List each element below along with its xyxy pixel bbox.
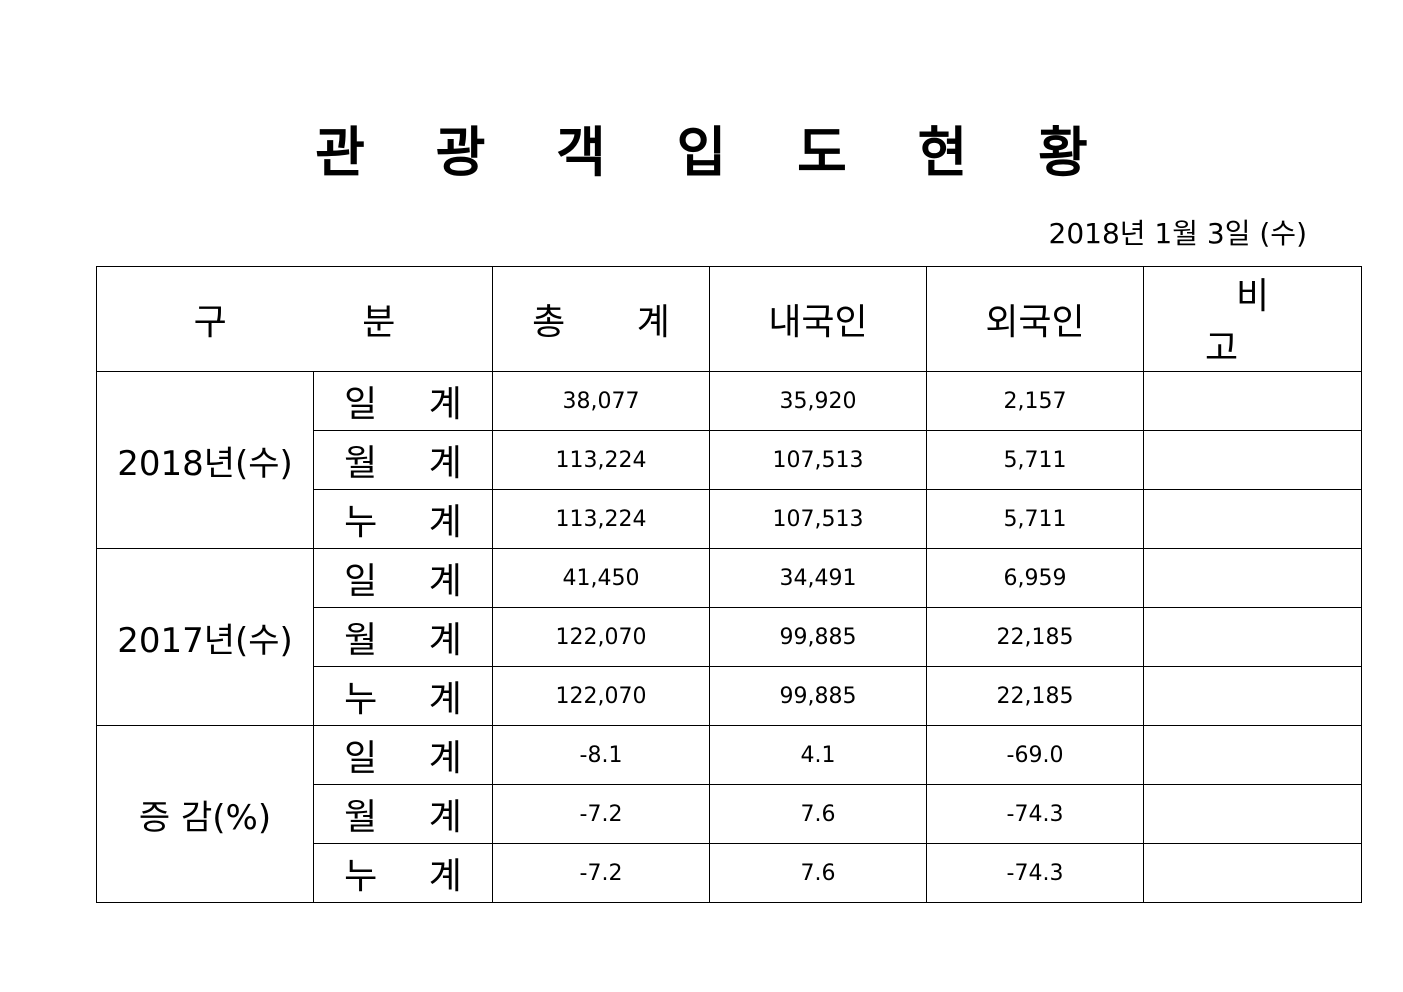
domestic-cell: 107,513 [709,430,927,490]
row-type: 월 계 [313,430,493,490]
foreign-cell: 2,157 [926,371,1144,431]
total-cell: -7.2 [492,784,710,844]
domestic-cell: 35,920 [709,371,927,431]
header-foreign: 외국인 [926,266,1144,372]
table-row: 월 계 122,070 99,885 22,185 [97,607,1362,667]
remarks-cell [1143,784,1362,844]
report-date: 2018년 1월 3일 (수) [1048,217,1307,250]
foreign-cell: -69.0 [926,725,1144,785]
foreign-cell: 22,185 [926,607,1144,667]
foreign-cell: 6,959 [926,548,1144,608]
group-label-2017: 2017년(수) [96,548,314,726]
table-row: 2017년(수) 일 계 41,450 34,491 6,959 [96,548,1362,726]
table-body: 2018년(수) 일 계 38,077 35,920 2,157 월 계 113… [96,371,1362,903]
remarks-cell [1143,371,1362,431]
remarks-cell [1143,725,1362,785]
domestic-cell: 99,885 [709,666,927,726]
domestic-cell: 7.6 [709,843,927,903]
total-cell: 113,224 [492,430,710,490]
remarks-cell [1143,843,1362,903]
row-type: 누 계 [313,843,493,903]
total-cell: -7.2 [492,843,710,903]
foreign-cell: 22,185 [926,666,1144,726]
row-type: 누 계 [313,489,493,549]
foreign-cell: 5,711 [926,489,1144,549]
table-header-row: 구 분 총 계 내국인 외국인 비 고 [96,266,1362,372]
total-cell: 122,070 [492,666,710,726]
remarks-cell [1143,489,1362,549]
header-remarks: 비 고 [1143,266,1362,372]
group-label-change: 증 감(%) [96,725,314,903]
table-row: 월 계 -7.2 7.6 -74.3 [97,784,1362,844]
header-total: 총 계 [492,266,710,372]
row-type: 월 계 [313,607,493,667]
total-cell: 41,450 [492,548,710,608]
table-row: 2018년(수) 일 계 38,077 35,920 2,157 [96,371,1362,549]
table-row: 누 계 122,070 99,885 22,185 [97,666,1362,726]
row-type: 일 계 [313,548,493,608]
total-cell: 122,070 [492,607,710,667]
row-type: 일 계 [313,371,493,431]
foreign-cell: -74.3 [926,843,1144,903]
domestic-cell: 4.1 [709,725,927,785]
remarks-cell [1143,430,1362,490]
row-type: 일 계 [313,725,493,785]
header-category: 구 분 [96,266,493,372]
remarks-cell [1143,666,1362,726]
visitor-stats-table: 구 분 총 계 내국인 외국인 비 고 2018년(수) 일 계 38,077 … [96,266,1362,903]
table-row: 누 계 113,224 107,513 5,711 [97,489,1362,549]
foreign-cell: -74.3 [926,784,1144,844]
table-row: 누 계 -7.2 7.6 -74.3 [97,843,1362,903]
domestic-cell: 34,491 [709,548,927,608]
remarks-cell [1143,548,1362,608]
remarks-cell [1143,607,1362,667]
domestic-cell: 99,885 [709,607,927,667]
total-cell: -8.1 [492,725,710,785]
row-type: 월 계 [313,784,493,844]
domestic-cell: 7.6 [709,784,927,844]
row-type: 누 계 [313,666,493,726]
table-row: 증 감(%) 일 계 -8.1 4.1 -69.0 [96,725,1362,903]
group-label-2018: 2018년(수) [96,371,314,549]
foreign-cell: 5,711 [926,430,1144,490]
total-cell: 113,224 [492,489,710,549]
header-domestic: 내국인 [709,266,927,372]
page-title: 관 광 객 입 도 현 황 [315,121,1114,184]
domestic-cell: 107,513 [709,489,927,549]
total-cell: 38,077 [492,371,710,431]
